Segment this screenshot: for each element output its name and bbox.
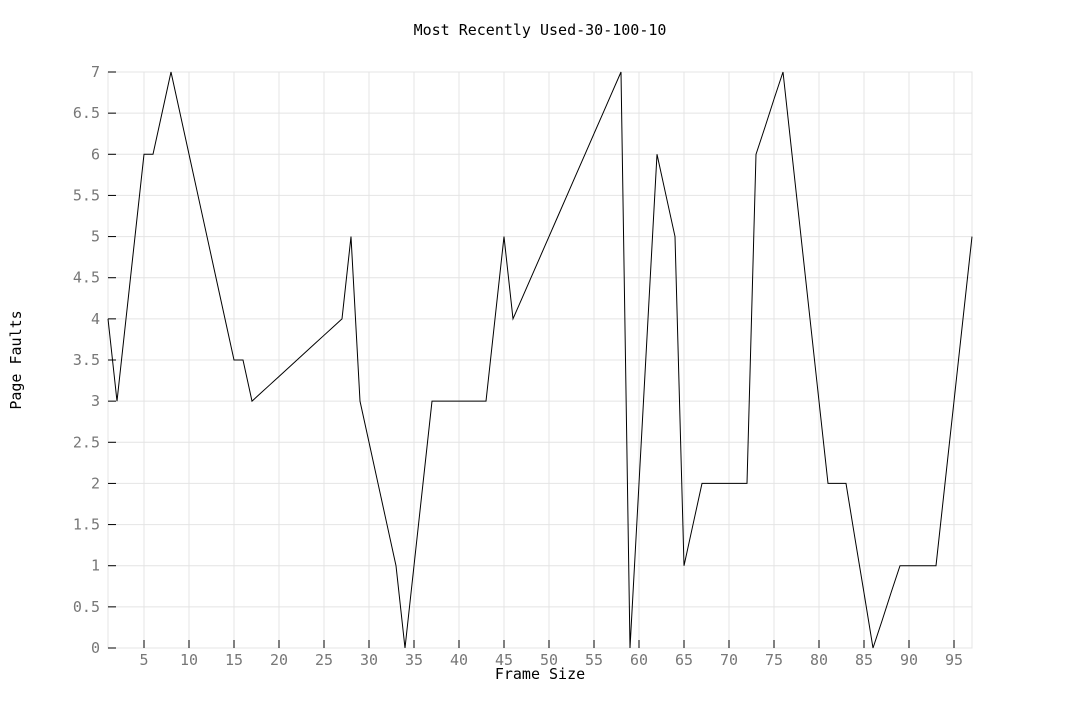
x-tick-label: 70 <box>720 651 738 669</box>
x-tick-label: 45 <box>495 651 513 669</box>
y-tick-label: 0.5 <box>73 598 100 616</box>
y-tick-label: 5 <box>91 228 100 246</box>
y-axis-label: Page Faults <box>7 310 25 409</box>
x-tick-label: 95 <box>945 651 963 669</box>
y-tick-label: 6 <box>91 145 100 163</box>
y-tick-label: 0 <box>91 639 100 657</box>
x-tick-label: 15 <box>225 651 243 669</box>
y-tick-label: 2 <box>91 474 100 492</box>
x-tick-label: 40 <box>450 651 468 669</box>
x-axis-label: Frame Size <box>495 665 585 683</box>
x-tick-label: 20 <box>270 651 288 669</box>
x-axis-ticks: 5 10 15 20 25 30 35 40 45 50 55 60 65 70 75 80 85 90 95 <box>139 640 963 669</box>
x-tick-label: 50 <box>540 651 558 669</box>
y-tick-label: 7 <box>91 63 100 81</box>
y-tick-label: 4 <box>91 310 100 328</box>
x-tick-label: 90 <box>900 651 918 669</box>
series-line <box>107 71 973 649</box>
x-tick-label: 10 <box>180 651 198 669</box>
x-tick-label: 35 <box>405 651 423 669</box>
x-tick-label: 5 <box>139 651 148 669</box>
y-tick-label: 2.5 <box>73 433 100 451</box>
x-tick-label: 60 <box>630 651 648 669</box>
chart-title: Most Recently Used-30-100-10 <box>414 21 667 39</box>
y-tick-label: 3.5 <box>73 351 100 369</box>
y-axis-ticks: 0 0.5 1 1.5 2 2.5 3 3.5 4 4.5 5 5.5 6 6.5 7 <box>73 63 116 657</box>
y-tick-label: 3 <box>91 392 100 410</box>
y-tick-label: 1 <box>91 557 100 575</box>
x-tick-label: 30 <box>360 651 378 669</box>
y-tick-label: 4.5 <box>73 269 100 287</box>
y-tick-label: 6.5 <box>73 104 100 122</box>
x-tick-label: 55 <box>585 651 603 669</box>
x-tick-label: 75 <box>765 651 783 669</box>
x-tick-label: 85 <box>855 651 873 669</box>
x-tick-label: 65 <box>675 651 693 669</box>
x-tick-label: 80 <box>810 651 828 669</box>
x-tick-label: 25 <box>315 651 333 669</box>
y-tick-label: 1.5 <box>73 516 100 534</box>
series-layer <box>107 71 973 649</box>
grid <box>107 71 973 649</box>
y-tick-label: 5.5 <box>73 186 100 204</box>
